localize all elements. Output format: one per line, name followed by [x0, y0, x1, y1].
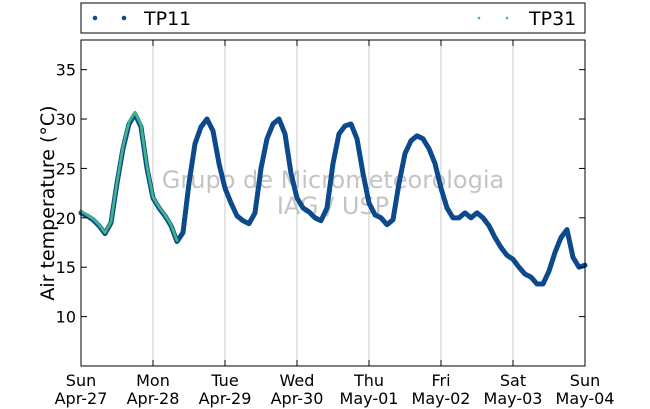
x-tick-label: Sun [570, 371, 600, 390]
grid-lines [152, 40, 514, 366]
y-tick-label: 10 [56, 308, 76, 327]
y-tick-label: 35 [56, 61, 76, 80]
x-tick-label: Apr-30 [271, 389, 324, 408]
x-tick-label: Wed [280, 371, 315, 390]
x-tick-label: Apr-27 [55, 389, 108, 408]
x-tick-label: Apr-29 [199, 389, 252, 408]
x-tick-label: May-02 [412, 389, 471, 408]
axis-ticks [80, 40, 586, 366]
x-tick-label: May-04 [556, 389, 615, 408]
y-tick-label: 20 [56, 209, 76, 228]
x-tick-label: Mon [136, 371, 170, 390]
y-tick-label: 25 [56, 159, 76, 178]
legend-marker-tp11 [92, 15, 98, 21]
legend-label-tp11: TP11 [143, 8, 191, 30]
x-tick-label: May-03 [484, 389, 543, 408]
x-tick-label: Tue [210, 371, 238, 390]
legend-box [80, 2, 586, 34]
data-point-tp31 [175, 239, 179, 242]
x-tick-labels: SunApr-27MonApr-28TueApr-29WedApr-30ThuM… [55, 371, 615, 408]
plot-frame [80, 39, 586, 367]
x-tick-label: May-01 [340, 389, 399, 408]
y-tick-label: 30 [56, 110, 76, 129]
y-axis-label: Air temperature (°C) [37, 105, 59, 300]
x-tick-label: Thu [353, 371, 384, 390]
x-tick-label: Sat [500, 371, 526, 390]
legend-marker-tp31 [505, 16, 509, 20]
y-tick-label: 15 [56, 258, 76, 277]
legend-marker-tp11 [121, 15, 127, 21]
legend-label-tp31: TP31 [528, 8, 576, 30]
legend: TP11 TP31 [80, 2, 586, 34]
series-points [78, 110, 588, 287]
x-tick-label: Apr-28 [127, 389, 180, 408]
legend-marker-tp31 [477, 16, 481, 20]
x-tick-label: Sun [66, 371, 96, 390]
y-tick-labels: 10 15 20 25 30 35 [56, 61, 76, 327]
x-tick-label: Fri [431, 371, 450, 390]
